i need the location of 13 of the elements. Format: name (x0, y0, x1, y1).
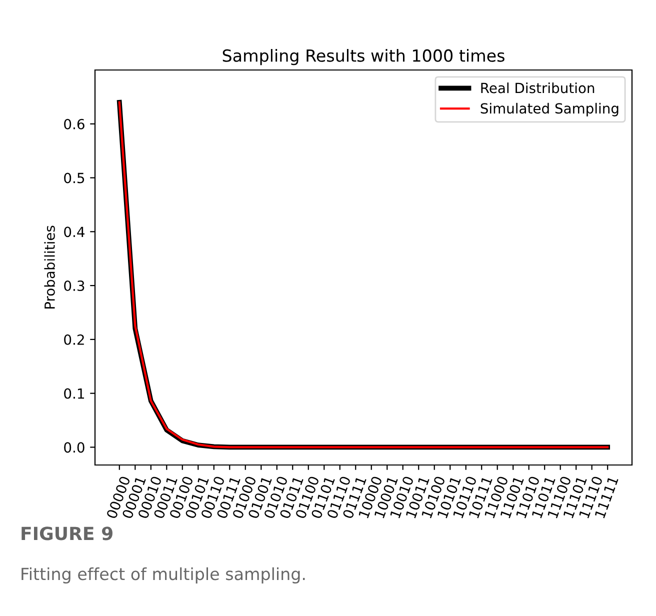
y-tick-label: 0.3 (64, 280, 84, 292)
y-tick-label: 0.4 (64, 226, 84, 238)
legend-label: Simulated Sampling (480, 102, 618, 116)
text: Fitting effect of multiple sampling. (22, 567, 305, 584)
y-axis-title: Probabilities (44, 226, 55, 309)
chart-title: Sampling Results with 1000 times (222, 49, 504, 66)
y-tick-label: 0.6 (64, 118, 84, 130)
y-tick-label: 0.5 (64, 172, 84, 184)
caption: FIGURE 9 (22, 526, 112, 540)
y-tick-label: 0.0 (64, 442, 84, 453)
y-tick-label: 0.1 (64, 388, 84, 399)
y-tick-label: 0.2 (64, 334, 84, 345)
legend-label: Real Distribution (481, 82, 594, 94)
